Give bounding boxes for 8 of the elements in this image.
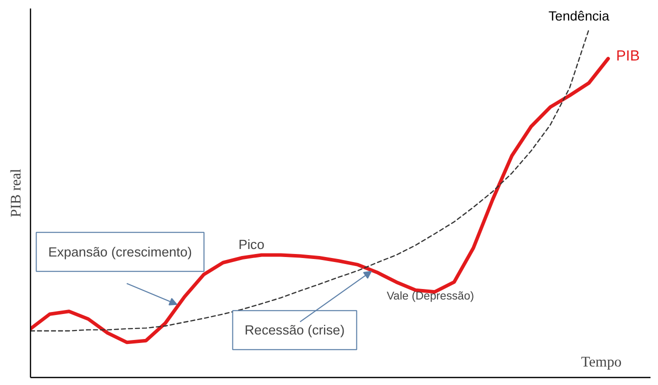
annotation: Pico <box>238 237 264 252</box>
series-label: Tendência <box>548 8 610 24</box>
annotation: Recessão (crise) <box>244 322 345 338</box>
x-axis-title: Tempo <box>581 354 622 371</box>
annotation: Expansão (crescimento) <box>48 244 192 260</box>
series-label: PIB <box>616 48 640 65</box>
y-axis-title: PIB real <box>8 168 24 218</box>
annotation: Vale (Depressão) <box>386 290 474 303</box>
